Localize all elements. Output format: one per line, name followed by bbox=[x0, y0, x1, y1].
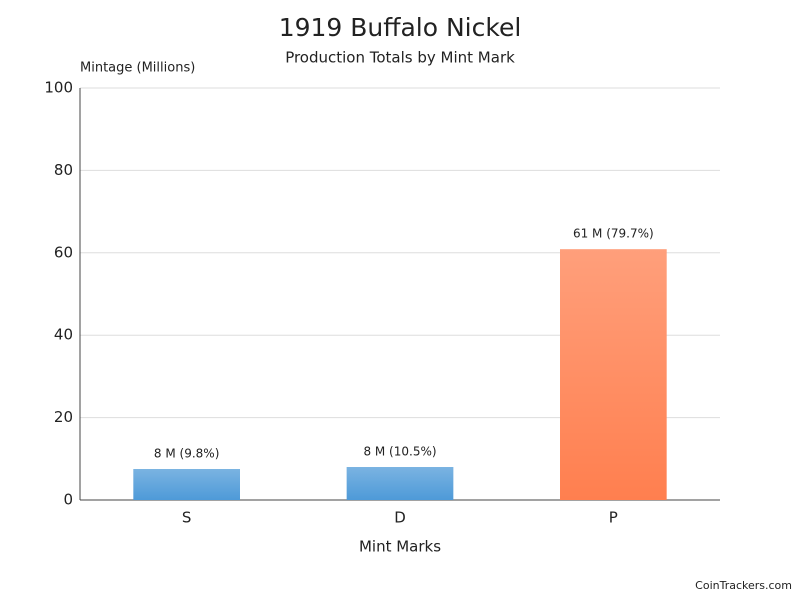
value-label: 61 M (79.7%) bbox=[573, 227, 654, 241]
value-label: 8 M (10.5%) bbox=[363, 445, 436, 459]
y-tick-label: 40 bbox=[54, 326, 73, 344]
y-tick-label: 20 bbox=[54, 408, 73, 426]
bar-shine bbox=[346, 467, 454, 500]
x-tick-label: D bbox=[394, 509, 406, 527]
y-axis-title: Mintage (Millions) bbox=[80, 61, 195, 76]
x-tick-label: P bbox=[609, 509, 618, 527]
x-axis-title: Mint Marks bbox=[359, 538, 441, 556]
chart-title: 1919 Buffalo Nickel bbox=[279, 13, 522, 42]
bar-shine bbox=[133, 469, 240, 500]
y-tick-label: 100 bbox=[44, 79, 73, 97]
y-tick-label: 80 bbox=[54, 161, 73, 179]
x-tick-label: S bbox=[182, 509, 192, 527]
source: CoinTrackers.com bbox=[695, 579, 792, 592]
bar-shine bbox=[560, 249, 667, 500]
value-label: 8 M (9.8%) bbox=[154, 447, 219, 461]
y-tick-label: 0 bbox=[63, 491, 73, 509]
y-tick-label: 60 bbox=[54, 243, 73, 261]
chart-subtitle: Production Totals by Mint Mark bbox=[285, 49, 515, 67]
